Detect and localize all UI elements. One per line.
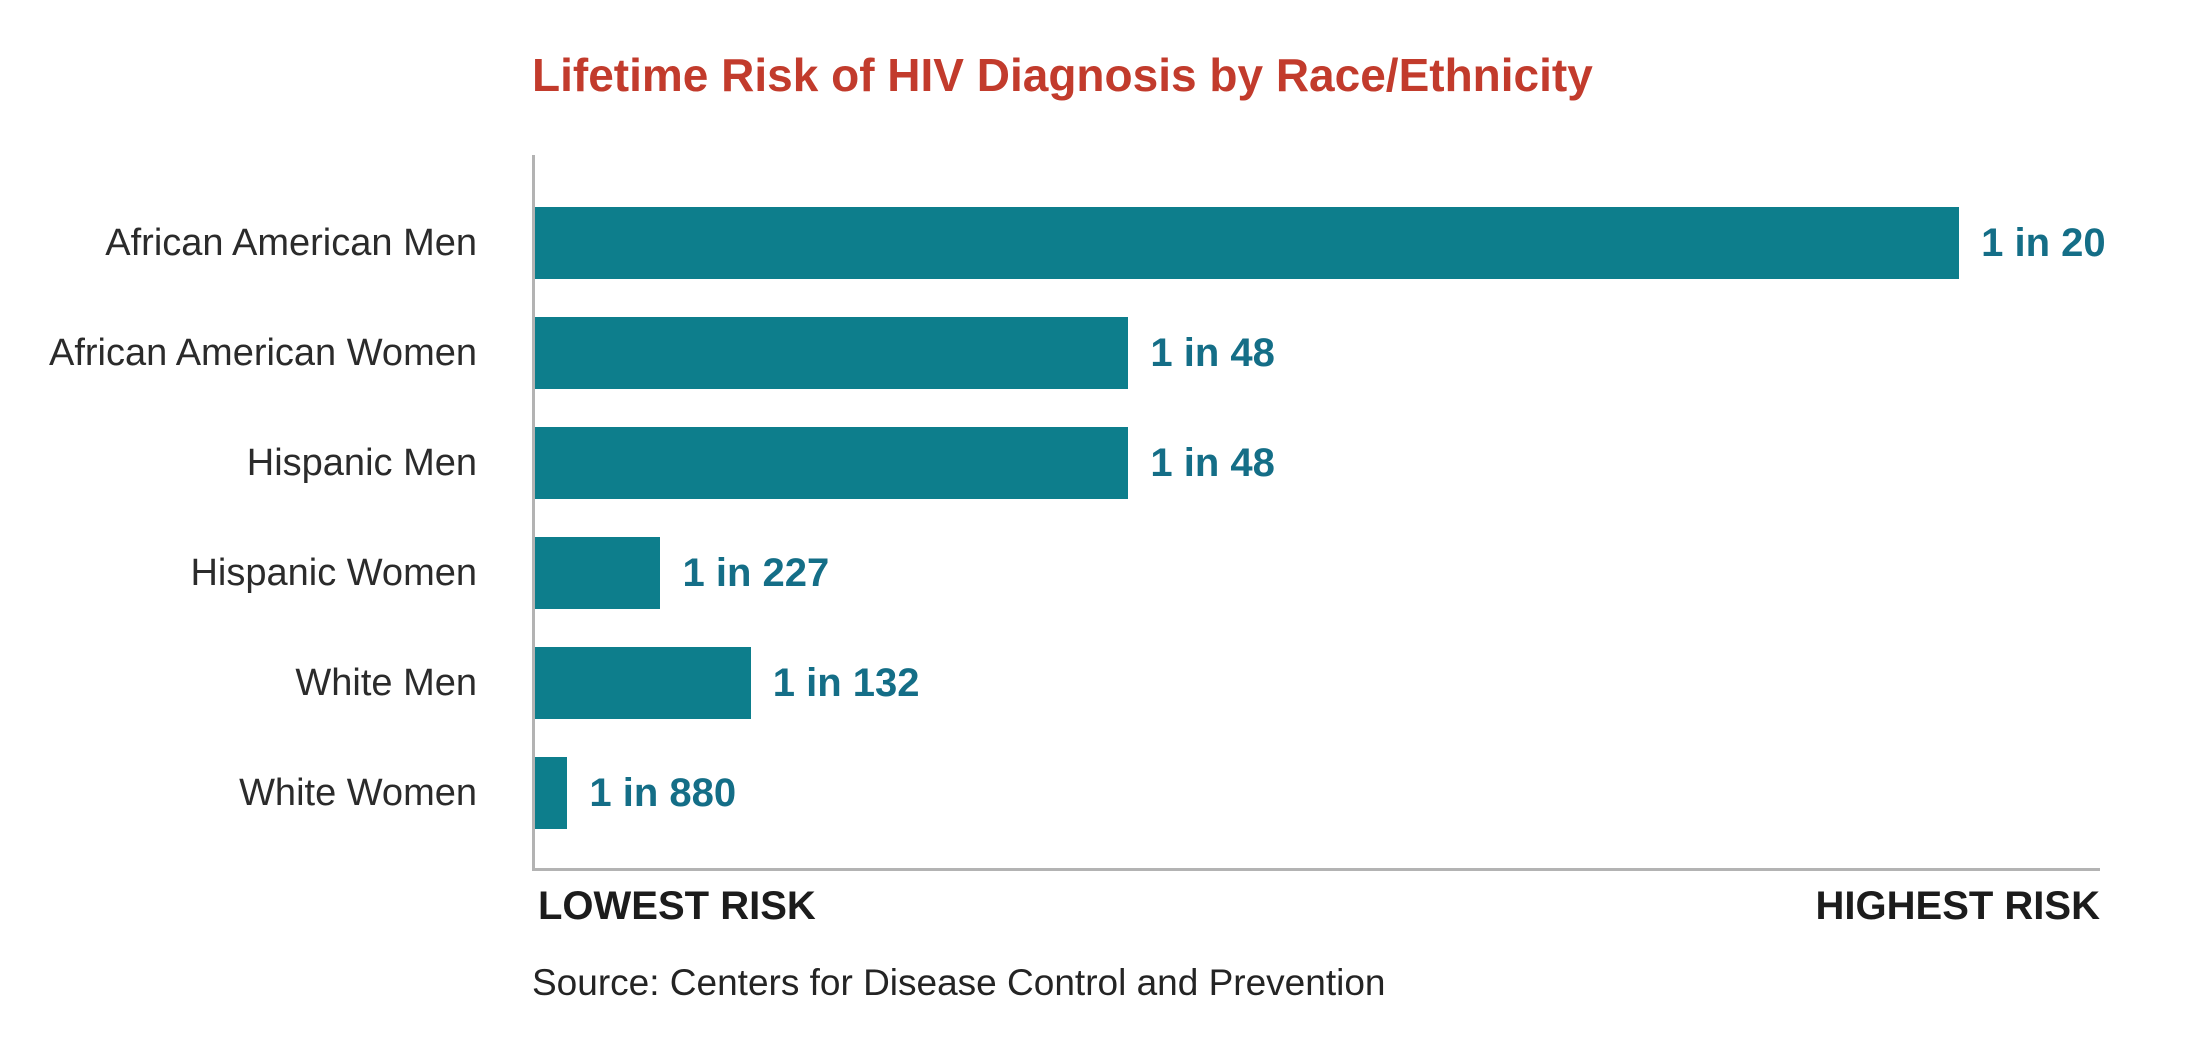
category-label: White Women (239, 772, 477, 814)
bar-track: 1 in 20 (535, 207, 2106, 279)
bar (535, 317, 1129, 389)
bar-track: 1 in 880 (535, 757, 2100, 829)
bar (535, 207, 1960, 279)
bar-track: 1 in 227 (535, 537, 2100, 609)
bar (535, 427, 1129, 499)
highest-risk-label: HIGHEST RISK (1815, 884, 2100, 928)
bar-track: 1 in 132 (535, 647, 2100, 719)
category-label: White Men (295, 662, 477, 704)
bar (535, 537, 661, 609)
value-label: 1 in 227 (682, 550, 830, 595)
value-label: 1 in 880 (589, 770, 737, 815)
bar-track: 1 in 48 (535, 427, 2100, 499)
category-label: Hispanic Men (246, 442, 477, 484)
value-label: 1 in 48 (1150, 330, 1275, 375)
bar-chart: African American Men 1 in 20 African Ame… (0, 155, 2106, 867)
value-label: 1 in 132 (772, 660, 920, 705)
bar (535, 647, 751, 719)
value-label: 1 in 48 (1150, 440, 1275, 485)
lowest-risk-label: LOWEST RISK (538, 884, 816, 928)
bar-row: White Men 1 in 132 (0, 647, 2100, 757)
bar-row: African American Men 1 in 20 (0, 207, 2106, 317)
bar (535, 757, 568, 829)
category-label: African American Men (105, 222, 477, 264)
bar-track: 1 in 48 (535, 317, 2100, 389)
category-label: African American Women (48, 332, 477, 374)
bar-row: African American Women 1 in 48 (0, 317, 2100, 427)
x-axis-captions: LOWEST RISK HIGHEST RISK (538, 884, 2100, 929)
value-label: 1 in 20 (1981, 220, 2106, 265)
bar-row: White Women 1 in 880 (0, 757, 2100, 867)
plot-axes (532, 155, 2100, 871)
bar-row: Hispanic Men 1 in 48 (0, 427, 2100, 537)
category-label: Hispanic Women (190, 552, 477, 594)
chart-title: Lifetime Risk of HIV Diagnosis by Race/E… (532, 49, 1593, 101)
bar-row: Hispanic Women 1 in 227 (0, 537, 2100, 647)
source-attribution: Source: Centers for Disease Control and … (532, 962, 1386, 1003)
